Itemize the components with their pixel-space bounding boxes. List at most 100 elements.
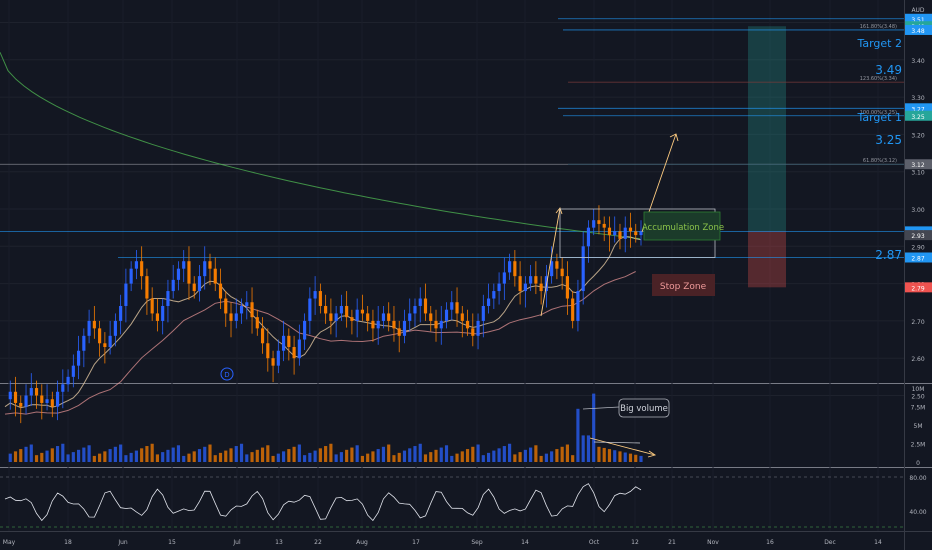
candle-body <box>529 276 533 284</box>
volume-bar <box>429 452 433 462</box>
time-tick-label: 14 <box>874 539 882 546</box>
time-tick-label: Jul <box>232 539 241 546</box>
volume-bar <box>576 408 580 462</box>
volume-bar <box>271 455 275 462</box>
candle-body <box>19 402 23 407</box>
volume-bar <box>66 454 70 462</box>
candle-body <box>45 399 49 403</box>
volume-bar <box>98 453 102 462</box>
candle-body <box>518 276 522 292</box>
candle-body <box>334 313 338 321</box>
price-tick-label: 2.70 <box>911 319 925 326</box>
volume-bar <box>182 455 186 462</box>
price-level-badge-label: 3.51 <box>911 17 925 24</box>
candle-body <box>192 283 196 292</box>
candle-body <box>408 313 412 321</box>
volume-bar <box>366 453 370 462</box>
volume-bar <box>166 449 170 462</box>
time-tick-label: 15 <box>168 539 176 546</box>
volume-bar <box>539 455 543 462</box>
rsi-line <box>4 483 642 522</box>
candle-body <box>360 309 364 314</box>
volume-bar <box>208 444 212 462</box>
time-tick-label: Dec <box>824 539 836 546</box>
price-level-badge <box>905 252 932 263</box>
candle-body <box>276 350 280 366</box>
volume-bar <box>303 455 307 462</box>
accumulation-zone-label: Accumulation Zone <box>642 223 724 233</box>
fib-level-label: 100.00%(3.25) <box>860 110 897 116</box>
volume-bar <box>292 446 296 462</box>
candle-body <box>471 328 475 336</box>
volume-bar <box>387 444 391 462</box>
candle-body <box>450 302 454 310</box>
candle-body <box>345 305 349 318</box>
candle-body <box>303 320 307 340</box>
volume-bar <box>518 452 522 462</box>
candle-body <box>623 227 627 239</box>
candle-body <box>124 283 128 306</box>
candle-body <box>613 231 617 236</box>
candle-body <box>444 309 449 321</box>
candle-body <box>492 291 496 299</box>
candle-body <box>87 320 91 336</box>
candle-body <box>250 302 254 318</box>
candlesticks <box>8 205 643 424</box>
candle-body <box>155 313 160 321</box>
loss-zone <box>748 231 786 288</box>
candle-body <box>71 365 75 377</box>
candle-body <box>402 320 407 336</box>
candle-body <box>550 261 554 277</box>
volume-bar <box>623 452 627 462</box>
volume-bar <box>597 446 601 462</box>
time-tick-label: 17 <box>412 539 420 546</box>
candle-body <box>355 309 359 321</box>
time-tick-label: 21 <box>668 539 676 546</box>
candle-body <box>376 320 380 329</box>
volume-bar <box>618 451 622 462</box>
candle-body <box>129 268 133 284</box>
candle-body <box>150 298 154 314</box>
candle-body <box>92 320 96 329</box>
stop-zone-box <box>652 274 715 296</box>
time-tick-label: Sep <box>471 539 483 546</box>
volume-bar <box>224 450 228 462</box>
dividend-marker[interactable] <box>220 367 234 381</box>
volume-bar <box>82 447 86 462</box>
candle-body <box>581 246 585 292</box>
candle-body <box>50 399 54 407</box>
volume-bar <box>40 452 44 462</box>
candle-body <box>255 317 259 329</box>
candle-body <box>40 395 44 403</box>
price-tick-label: 3.10 <box>911 170 925 177</box>
volume-bar <box>308 452 312 462</box>
price-tick-label: 2.90 <box>911 244 925 251</box>
candle-body <box>329 313 333 321</box>
volume-bar <box>439 447 443 462</box>
volume-bar <box>486 452 491 462</box>
target2-label: Target 2 <box>856 37 902 50</box>
volume-bar <box>408 448 412 462</box>
price-axis: AUD 3.603.503.403.303.203.103.002.902.80… <box>905 7 932 401</box>
time-axis: May 18 Jun 15 Jul 13 22 Aug 17 Sep 14 Oct 12 21 Nov 16 D… <box>3 539 882 546</box>
candle-body <box>55 391 60 407</box>
volume-bar <box>628 453 633 462</box>
volume-bar <box>245 454 249 462</box>
volume-bar <box>529 447 533 462</box>
candle-body <box>508 261 512 273</box>
candle-body <box>182 261 186 269</box>
volume-bar <box>124 455 128 462</box>
volume-bar <box>218 452 223 462</box>
target1-value: 3.25 <box>875 133 902 147</box>
candle-body <box>366 313 370 321</box>
volume-bar <box>450 455 454 462</box>
volume-bar <box>444 445 449 462</box>
candle-body <box>397 328 401 336</box>
candle-body <box>82 335 86 351</box>
volume-bar <box>345 449 349 462</box>
big-volume-callout <box>618 398 670 418</box>
price-level-badge <box>905 103 932 114</box>
candle-body <box>203 261 207 277</box>
volume-bar <box>413 446 417 462</box>
volume-bar <box>523 449 527 462</box>
